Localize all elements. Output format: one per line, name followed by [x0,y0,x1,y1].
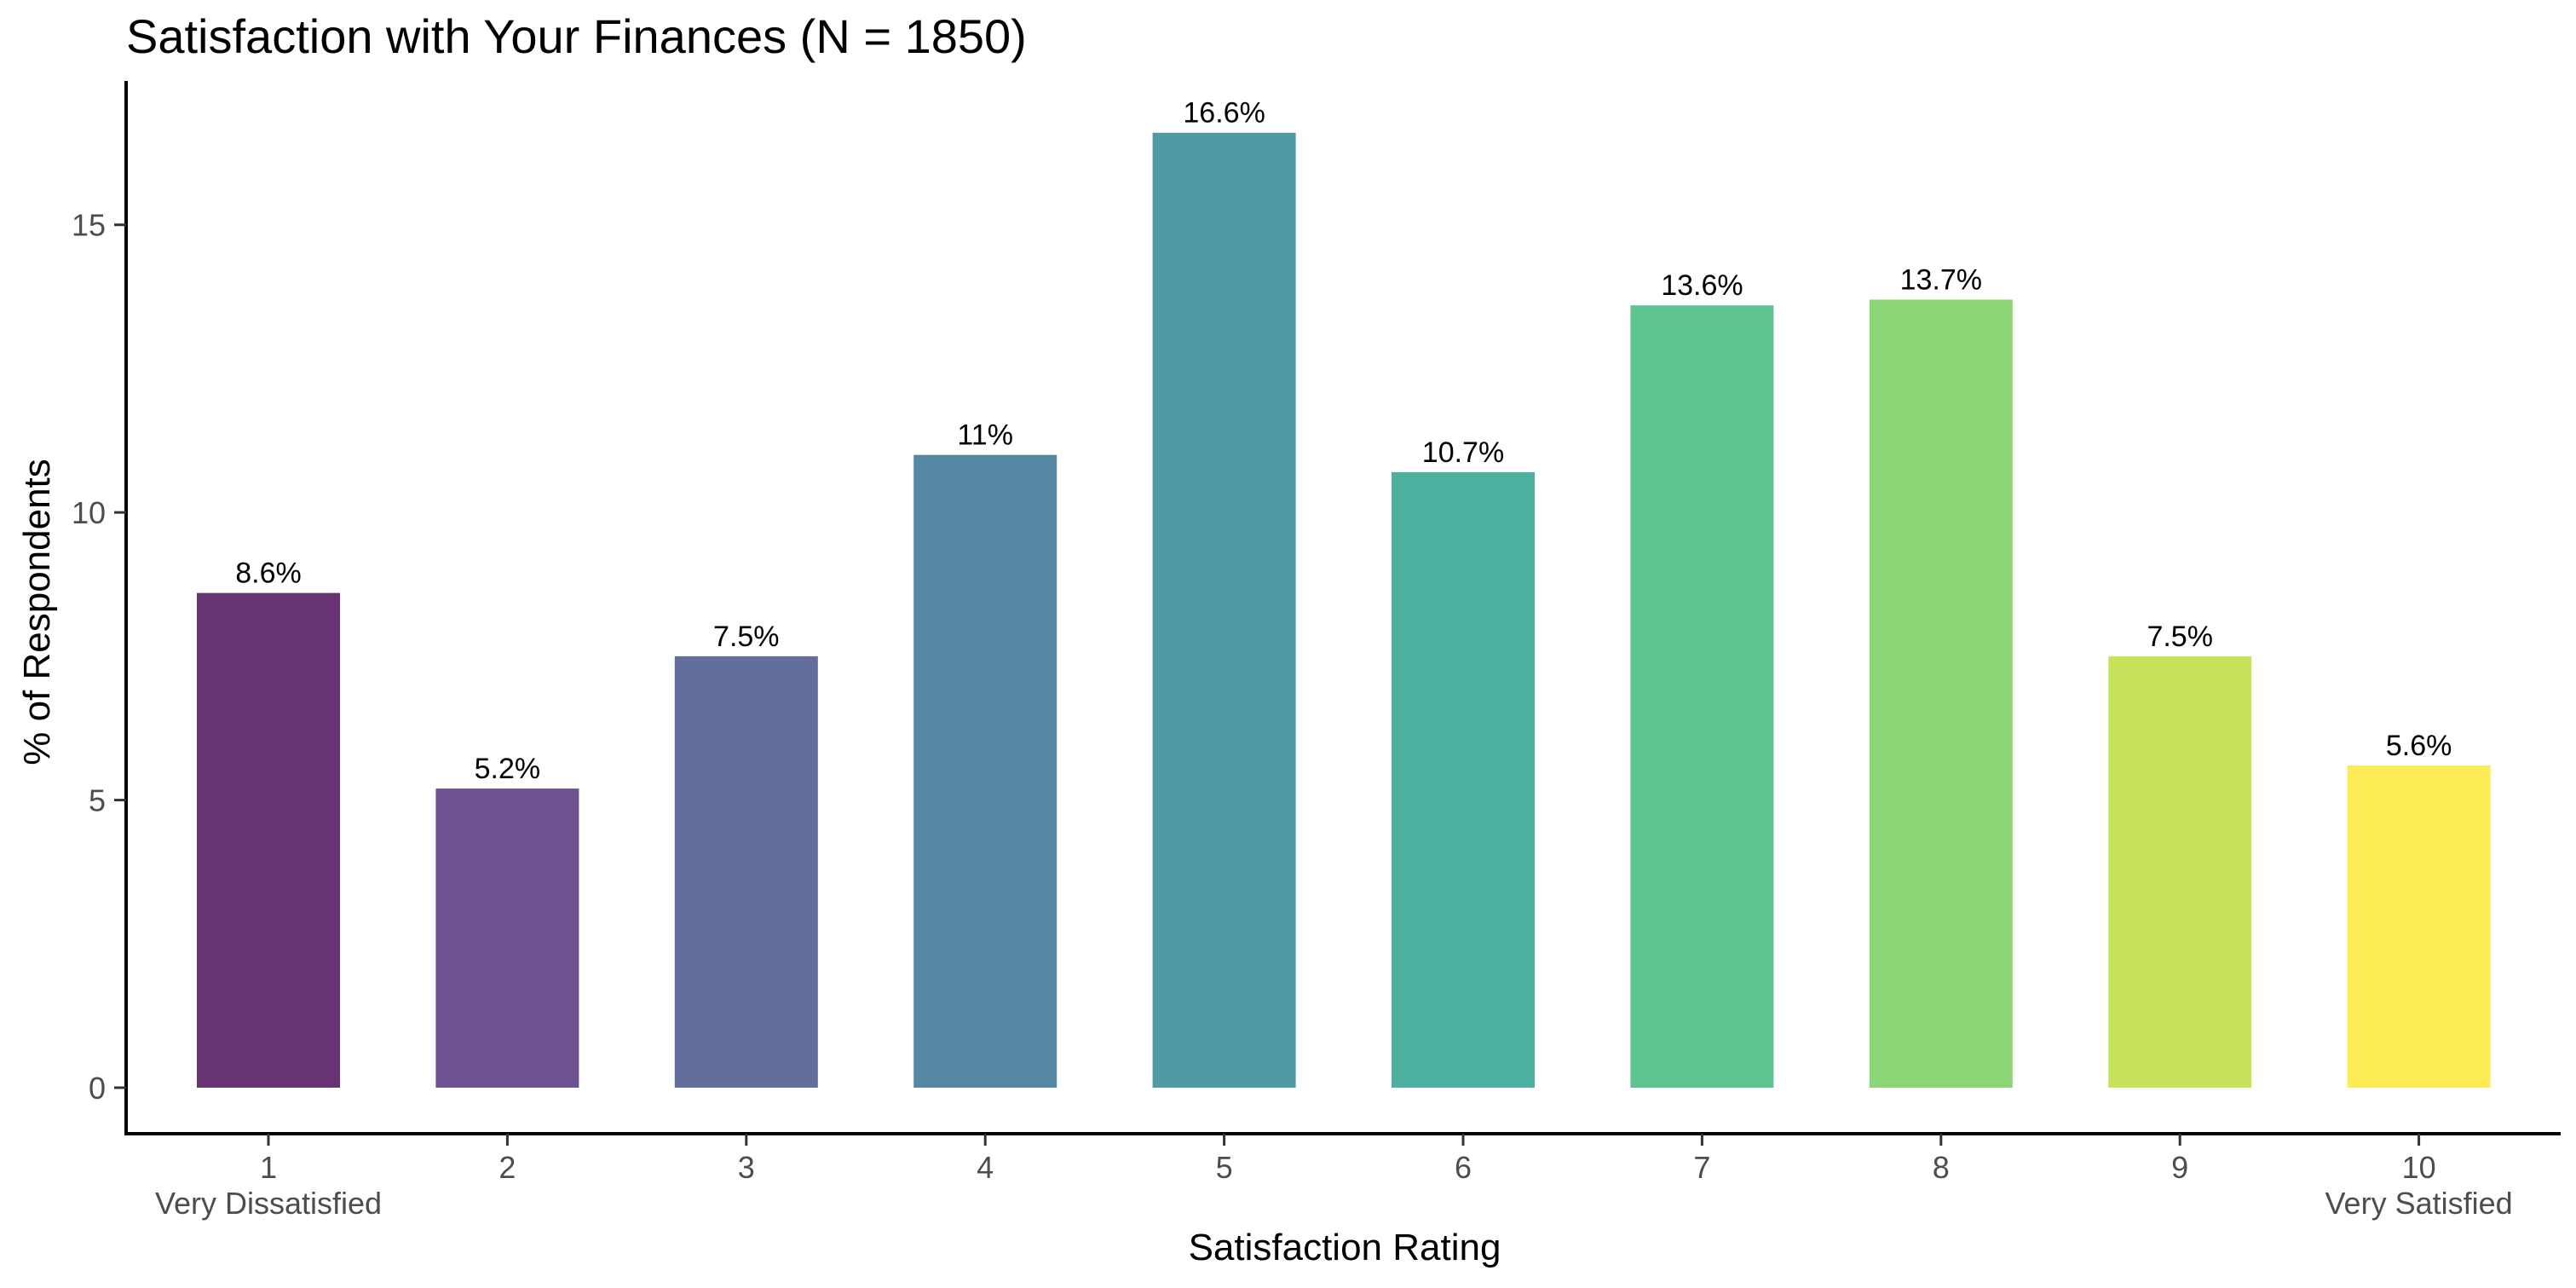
bar [1630,305,1774,1089]
bar [2108,656,2252,1089]
x-tick-sublabel: Very Satisfied [2325,1186,2513,1221]
bar-value-label: 7.5% [2147,621,2213,653]
x-tick-label: 7 [1693,1150,1710,1185]
x-tick-label: 8 [1933,1150,1950,1185]
x-tick-label: 5 [1216,1150,1233,1185]
y-tick-label: 15 [72,208,106,243]
x-tick-sublabel: Very Dissatisfied [155,1186,382,1221]
bar [1392,471,1535,1089]
y-tick-label: 10 [72,495,106,530]
bar-value-label: 16.6% [1183,97,1265,130]
x-tick-label: 6 [1455,1150,1472,1185]
bar [1869,299,2013,1089]
x-tick-label: 2 [498,1150,516,1185]
bar-value-label: 5.6% [2386,730,2452,762]
bar [674,656,818,1089]
chart-title: Satisfaction with Your Finances (N = 185… [126,9,1027,63]
x-tick-label: 10 [2402,1150,2436,1185]
bar [435,788,579,1089]
bar-value-label: 5.2% [475,753,541,785]
y-tick-label: 0 [89,1071,106,1106]
bar-value-label: 11% [957,419,1013,452]
y-tick-label: 5 [89,783,106,818]
bar-value-label: 8.6% [235,557,302,590]
bar [197,592,340,1089]
bar-value-label: 10.7% [1422,436,1504,469]
x-tick-label: 1 [260,1150,277,1185]
x-tick-label: 3 [738,1150,755,1185]
bar-value-label: 7.5% [713,621,780,653]
y-axis-title: % of Respondents [16,459,58,765]
bar [913,454,1057,1089]
bar-value-label: 13.7% [1900,263,1982,296]
bar [2347,765,2491,1089]
bar [1152,132,1296,1089]
bar-value-label: 13.6% [1661,269,1743,302]
x-tick-label: 4 [977,1150,994,1185]
x-tick-label: 9 [2171,1150,2188,1185]
x-axis-title: Satisfaction Rating [1189,1227,1501,1268]
